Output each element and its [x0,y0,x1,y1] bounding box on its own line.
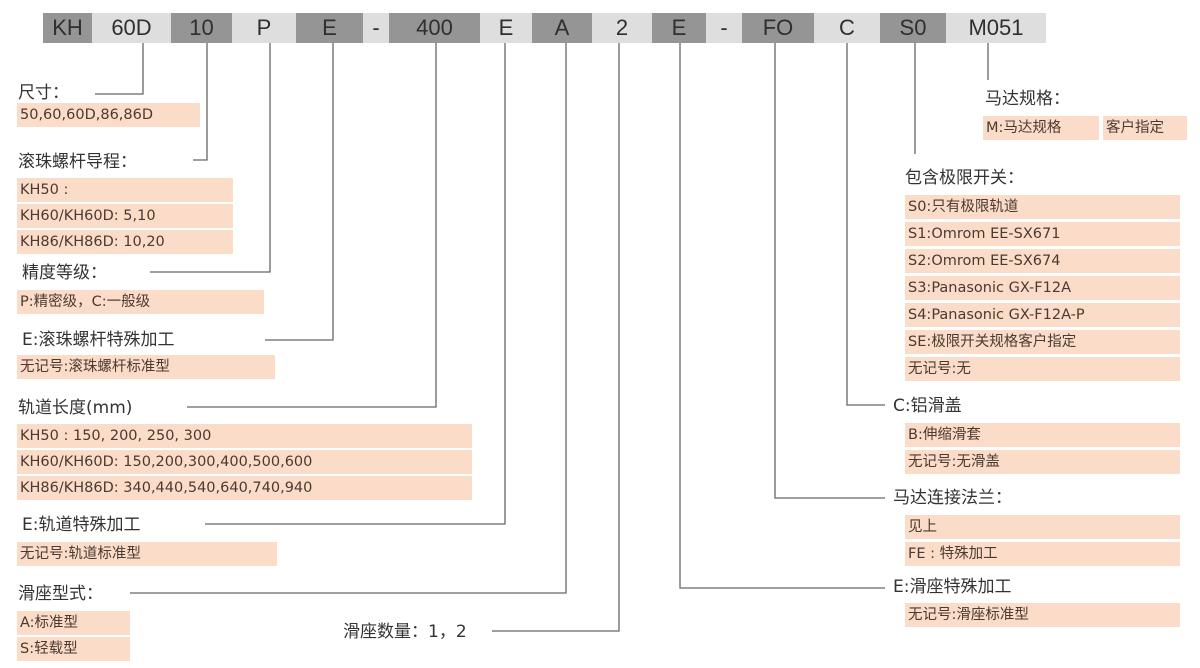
connector-lead [193,43,208,161]
rail-length-option: KH86/KH86D: 340,440,540,640,740,940 [17,476,472,500]
limit-switch-option: S2:Omrom EE-SX674 [905,249,1180,273]
rail-special-option: 无记号:轨道标准型 [17,542,277,566]
code-flange: FO [742,13,814,43]
motor-spec-option: 客户指定 [1103,116,1187,140]
screw-special-option: 无记号:滚珠螺杆标准型 [17,355,275,379]
code-dash: - [363,13,389,43]
code-slider-count: 2 [592,13,652,43]
limit-switch-option: S1:Omrom EE-SX671 [905,222,1180,246]
slider-type-title: 滑座型式： [18,584,103,604]
lead-option: KH50 : [17,178,233,202]
code-lead: 10 [171,13,232,43]
flange-title: 马达连接法兰： [893,488,1012,508]
code-screw-special: E [296,13,363,43]
limit-switch-option: SE:极限开关规格客户指定 [905,330,1180,354]
connector-slider-special [679,43,885,589]
size-option: 50,60,60D,86,86D [17,103,200,127]
code-motor-spec: M051 [946,13,1046,43]
code-cover: C [814,13,880,43]
precision-option: P:精密级，C:一般级 [17,290,264,314]
slider-special-option: 无记号:滑座标准型 [905,603,1180,627]
code-limit-switch: S0 [880,13,946,43]
limit-switch-option: 无记号:无 [905,357,1180,381]
flange-option: FE : 特殊加工 [905,542,1180,566]
connector-size [95,43,144,95]
connector-slider-type [130,43,567,594]
slider-count-title: 滑座数量：1，2 [343,622,467,642]
code-precision: P [232,13,296,43]
motor-spec-title: 马达规格： [985,89,1070,109]
slider-type-option: S:轻载型 [17,637,130,661]
flange-option: 见上 [905,515,1180,539]
rail-length-option: KH60/KH60D: 150,200,300,400,500,600 [17,450,472,474]
limit-switch-option: S0:只有极限轨道 [905,195,1180,219]
cover-title: C:铝滑盖 [893,396,962,416]
lead-option: KH60/KH60D: 5,10 [17,204,233,228]
code-size: 60D [92,13,171,43]
lead-title: 滚珠螺杆导程： [18,152,137,172]
code-rail-length: 400 [389,13,480,43]
rail-special-title: E:轨道特殊加工 [22,515,141,535]
limit-switch-option: S3:Panasonic GX-F12A [905,276,1180,300]
connector-rail-special [205,43,506,525]
connector-screw-special [265,43,334,341]
slider-type-option: A:标准型 [17,611,130,635]
rail-length-title: 轨道长度(mm) [18,398,133,418]
connector-rail-length [187,43,437,408]
lead-option: KH86/KH86D: 10,20 [17,230,233,254]
code-slider-type: A [532,13,592,43]
limit-switch-option: S4:Panasonic GX-F12A-P [905,303,1180,327]
precision-title: 精度等级： [22,263,107,283]
limit-switch-title: 包含极限开关： [905,168,1024,188]
connector-flange [774,43,885,499]
connector-cover [846,43,885,406]
connector-precision [150,43,271,273]
connector-slider-count [492,43,620,632]
cover-option: 无记号:无滑盖 [905,450,1180,474]
rail-length-option: KH50 : 150, 200, 250, 300 [17,424,472,448]
code-dash: - [706,13,742,43]
code-series: KH [43,13,92,43]
cover-option: B:伸缩滑套 [905,423,1180,447]
code-slider-special: E [652,13,706,43]
slider-special-title: E:滑座特殊加工 [893,577,1012,597]
code-rail-special: E [480,13,532,43]
motor-spec-option: M:马达规格 [983,116,1099,140]
size-title: 尺寸： [18,83,69,103]
screw-special-title: E:滚珠螺杆特殊加工 [22,330,175,350]
